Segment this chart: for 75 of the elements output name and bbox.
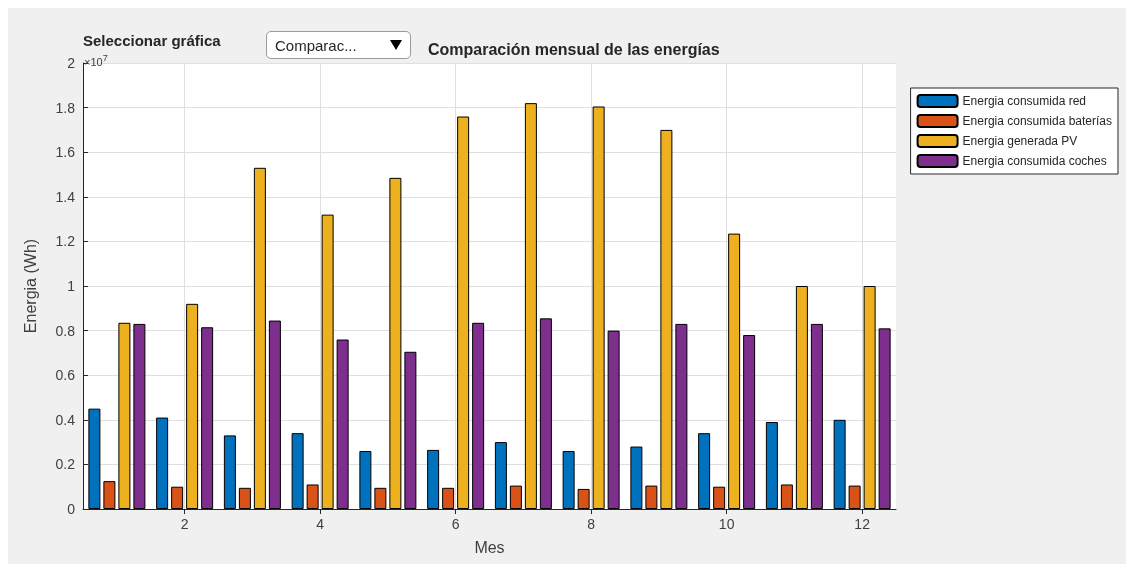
bar: [524, 103, 537, 509]
bar: [863, 286, 876, 509]
y-tick-label: 1.6: [55, 144, 76, 161]
x-tick-label: 10: [718, 516, 735, 532]
bar: [404, 351, 417, 509]
bar: [457, 116, 470, 509]
bar: [472, 322, 485, 509]
bar: [156, 417, 169, 509]
bar: [765, 422, 778, 509]
bar: [780, 484, 793, 509]
bar: [374, 487, 387, 509]
bar: [359, 451, 372, 509]
y-tick-label: 1: [67, 278, 76, 294]
y-tick-label: 0: [67, 501, 76, 517]
bar: [201, 327, 214, 509]
x-axis-title: Mes: [474, 538, 505, 556]
bar: [795, 286, 808, 509]
y-tick-label: 1.4: [55, 188, 76, 205]
bar: [321, 214, 334, 509]
legend-label: Energia consumida baterías: [962, 114, 1112, 128]
bar: [509, 485, 522, 509]
bar: [660, 129, 673, 509]
bar: [494, 442, 507, 509]
bar: [103, 481, 116, 509]
bar: [171, 486, 184, 509]
bar: [88, 408, 101, 509]
x-tick-label: 4: [316, 516, 325, 532]
annotation: ×10$^{7}$: [84, 52, 108, 68]
y-tick-label: 1.2: [55, 233, 76, 250]
bar: [336, 339, 349, 509]
y-tick-label: 0.6: [55, 367, 76, 384]
bar: [291, 433, 304, 509]
bar: [442, 487, 455, 509]
bar: [810, 323, 823, 509]
bar: [118, 322, 131, 509]
bar: [878, 328, 891, 509]
bar: [577, 488, 590, 509]
legend-label: Energia consumida coches: [962, 154, 1107, 168]
bar: [133, 323, 146, 509]
bar: [223, 435, 236, 509]
bar: [645, 485, 658, 509]
chart-title: Comparación mensual de las energías: [428, 40, 720, 58]
y-tick-label: 0.4: [55, 411, 76, 428]
text: Seleccionar gráfica: [83, 32, 221, 49]
x-tick-label: 2: [180, 516, 189, 532]
bar: [268, 320, 281, 509]
x-tick-label: 12: [854, 516, 871, 532]
bar: [630, 446, 643, 509]
legend-label: Energia consumida red: [962, 94, 1086, 108]
x-tick-label: 6: [451, 516, 460, 532]
legend-label: Energia generada PV: [962, 134, 1078, 148]
y-tick-label: 0.2: [55, 456, 76, 473]
bar: [562, 451, 575, 509]
bar: [539, 318, 552, 509]
bar: [389, 177, 402, 509]
y-tick-label: 0.8: [55, 322, 76, 339]
y-tick-label: 2: [67, 55, 76, 71]
bar: [675, 323, 688, 509]
bar: [743, 335, 756, 509]
bar: [848, 485, 861, 509]
bar: [607, 330, 620, 509]
x-tick-label: 8: [587, 516, 596, 532]
bar: [833, 419, 846, 509]
y-tick-label: 1.8: [55, 99, 76, 116]
bar: [592, 106, 605, 509]
bar: [698, 433, 711, 509]
bar: [253, 167, 266, 509]
y-axis-title: Energia (Wh): [21, 238, 39, 334]
bar: [306, 484, 319, 509]
bar: [427, 449, 440, 509]
bar: [238, 487, 251, 509]
bar: [728, 233, 741, 509]
bar: [713, 486, 726, 509]
bar: [186, 303, 199, 509]
dropdown: Comparac...: [266, 31, 411, 59]
